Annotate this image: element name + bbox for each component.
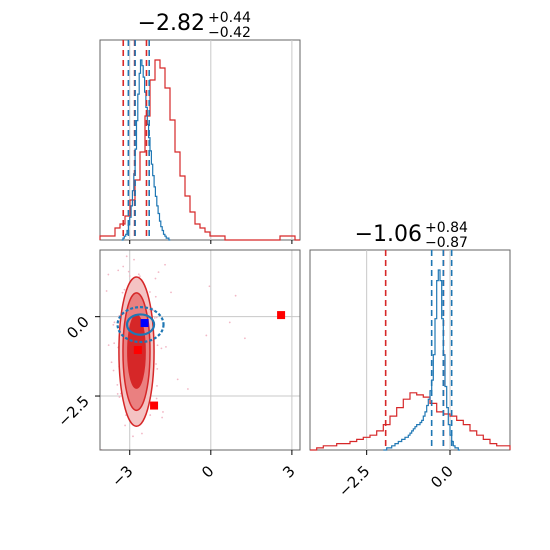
sample-point — [107, 344, 110, 347]
sample-point — [156, 368, 159, 370]
sample-point — [133, 258, 135, 261]
sample-point — [155, 363, 157, 365]
sample-point — [118, 396, 121, 398]
panel-1-title-upper: +0.44 — [208, 10, 251, 26]
sample-point — [160, 347, 163, 350]
panel-2-blue-contours — [116, 306, 165, 344]
sample-point — [153, 317, 156, 319]
sample-point — [127, 270, 130, 273]
sample-point — [149, 291, 151, 293]
sample-point — [161, 416, 164, 419]
sample-point — [234, 294, 237, 297]
panel-3-x-ticks: −2.5 0.0 — [335, 450, 457, 501]
sample-point — [137, 273, 140, 276]
panel-1-quantile-lines — [122, 40, 150, 240]
sample-point — [187, 388, 189, 390]
sample-point — [124, 424, 126, 427]
sample-point — [154, 277, 157, 280]
sample-point — [117, 269, 120, 272]
sample-point — [228, 321, 231, 324]
sample-point — [105, 290, 108, 292]
sample-point — [113, 342, 116, 345]
sample-point — [135, 241, 137, 243]
sample-point — [164, 263, 166, 266]
sample-point — [125, 255, 128, 258]
red-square-marker-0 — [277, 311, 286, 320]
sample-point — [208, 285, 211, 288]
sample-point — [155, 397, 158, 400]
blue-contour-0 — [116, 306, 165, 344]
p3-blue-hist-line — [383, 269, 460, 451]
red-square-marker-2 — [150, 401, 159, 410]
sample-point — [110, 361, 113, 364]
sample-point — [156, 344, 159, 347]
p3-x-label-1: 0.0 — [427, 462, 457, 492]
panel-1-title-lower: −0.42 — [208, 25, 251, 41]
sample-point — [170, 291, 172, 294]
sample-point — [107, 273, 110, 276]
panel-1-frame — [99, 39, 301, 241]
panel-2-x-ticks: −3 0 3 — [108, 450, 299, 490]
p3-x-label-0: −2.5 — [335, 462, 373, 500]
sample-point — [122, 265, 125, 268]
sample-point — [113, 321, 116, 324]
panel-3-title-upper: +0.84 — [425, 220, 468, 236]
sample-point — [116, 383, 119, 386]
sample-point — [165, 345, 167, 348]
p2-x-label-1: 0 — [198, 462, 217, 481]
sample-point — [160, 248, 162, 250]
sample-point — [155, 316, 158, 319]
sample-point — [141, 432, 143, 435]
panel-1-red-histogram — [99, 59, 300, 241]
blue-square-marker — [140, 319, 149, 328]
p2-y-label-1: −2.5 — [54, 392, 92, 430]
p2-x-label-0: −3 — [108, 462, 136, 490]
panel-1-grid — [129, 40, 293, 244]
panel-3-frame — [309, 249, 511, 451]
sample-point — [162, 411, 164, 413]
sample-point — [135, 453, 137, 455]
joint-density-panel: −3 0 3 0.0 −2.5 — [54, 241, 301, 490]
sample-point — [176, 378, 179, 381]
panel-1-title: −2.82 — [138, 11, 205, 36]
p2-x-label-2: 3 — [279, 462, 298, 481]
marginal-histogram-panel-2: −2.5 0.0 −1.06 +0.84 −0.87 — [309, 220, 511, 501]
sample-point — [116, 393, 119, 395]
panel-3-blue-histogram — [383, 269, 460, 451]
marginal-histogram-panel-1: −2.82 +0.44 −0.42 — [99, 10, 301, 244]
sample-point — [112, 369, 115, 372]
sample-point — [205, 334, 208, 337]
p3-red-hist-line — [310, 392, 511, 451]
panel-3-red-histogram — [310, 392, 511, 451]
sample-point — [149, 414, 152, 416]
sample-point — [123, 288, 126, 291]
panel-3-title: −1.06 — [355, 222, 422, 247]
panel-2-y-ticks: 0.0 −2.5 — [54, 313, 100, 431]
sample-point — [154, 295, 157, 298]
panel-2-frame — [99, 249, 301, 451]
sample-point — [112, 323, 115, 326]
sample-point — [156, 385, 158, 387]
red-square-marker-1 — [133, 346, 142, 354]
sample-point — [97, 464, 99, 466]
sample-point — [132, 435, 134, 438]
sample-point — [121, 291, 124, 294]
p2-y-label-0: 0.0 — [63, 313, 93, 343]
sample-point — [147, 471, 149, 473]
sample-point — [243, 337, 246, 340]
sample-point — [138, 275, 141, 278]
panel-3-title-lower: −0.87 — [425, 235, 468, 251]
blue-contour-1 — [125, 313, 156, 336]
p1-red-hist-line — [99, 59, 300, 241]
panel-2-markers — [133, 311, 286, 410]
panel-3-quantile-lines — [384, 250, 453, 450]
sample-point — [128, 275, 131, 277]
sample-point — [157, 271, 160, 274]
